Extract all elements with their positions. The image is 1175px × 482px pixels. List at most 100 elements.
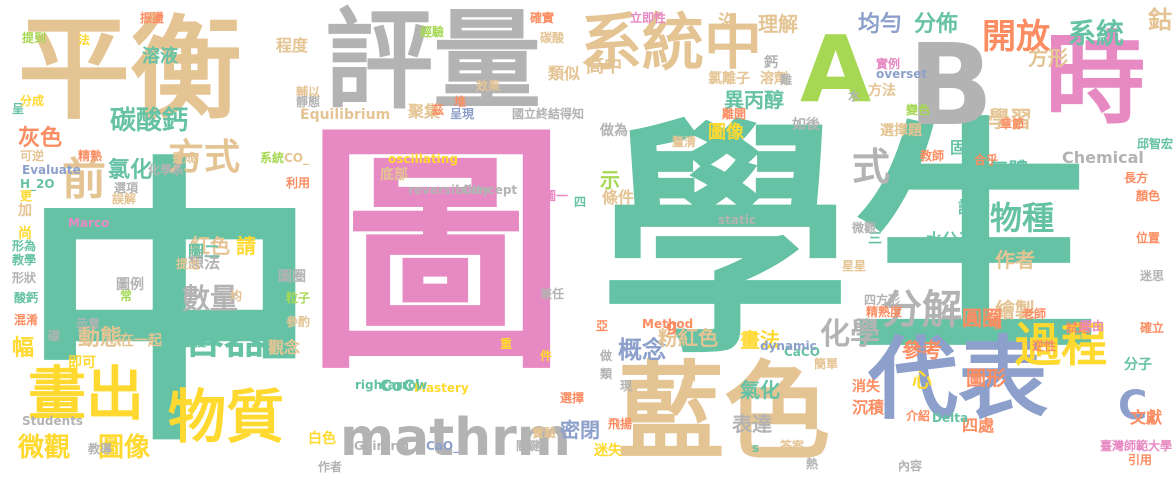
word-cloud-term: 酸鈣 [14,291,39,305]
word-cloud-term: 參考 [902,338,942,362]
word-cloud-term: 微觀 [852,221,877,235]
word-cloud-term: 過程 [1015,318,1107,372]
word-cloud-term: 固體 [950,138,983,157]
word-cloud-term: 即可 [68,355,96,371]
word-cloud-term: 系統 [260,151,285,165]
word-cloud-term: 程度 [276,36,309,55]
word-cloud-term: Mastery [414,381,469,395]
word-cloud-term: 系統 [1068,17,1125,50]
word-cloud-term: 形狀 [12,271,37,285]
word-cloud-term: 分成 [20,94,45,108]
word-cloud-term: 選項 [114,181,139,195]
word-cloud-term: 氯化 [108,158,153,183]
word-cloud-term: 動態 [78,326,123,351]
word-cloud-term: CaCO [784,345,820,359]
word-cloud-term: 繪製 [995,298,1035,322]
word-cloud-term: CO_ [284,151,310,165]
word-cloud-term: 變色 [906,103,931,117]
word-cloud-term: static [718,213,756,227]
word-cloud-term: 常 [120,289,133,303]
word-cloud-term: 提到 [22,31,47,45]
word-cloud-term: 方法 [868,83,896,99]
word-cloud-term: CaO_ [426,439,460,453]
word-cloud-term: 強化 [786,205,811,219]
word-cloud-term: 物質 [168,383,285,451]
word-cloud-term: 熱 [806,457,819,471]
word-cloud-term: 現 [620,379,633,393]
word-cloud-term: C [1118,383,1148,429]
word-cloud-term: 圖一 [544,189,569,203]
word-cloud-term: 化學 [820,317,880,352]
word-cloud-term: 圖二 [188,242,221,261]
word-cloud-term: 介紹 [906,409,931,423]
word-cloud-term: 關鍵 [516,439,541,453]
word-cloud-term: 心 [912,368,932,392]
word-cloud-term: 藍色 [618,351,830,474]
word-cloud-term: 參酌 [286,315,311,329]
word-cloud-term: 方式 [168,137,241,178]
word-cloud-term: Students [22,414,84,428]
word-cloud-term: 前 [62,154,106,205]
word-cloud-term: 異丙醇 [724,88,784,112]
word-cloud-term: Ghirardi [354,439,410,453]
word-cloud-term: 碳酸 [540,31,565,45]
word-cloud-term: 圖像 [98,433,151,463]
word-cloud-term: 實例 [876,57,901,71]
word-cloud-term: 圖像 [708,122,744,143]
word-cloud-term: 學生 [600,97,1100,388]
word-cloud-term: 時 [1045,21,1145,138]
word-cloud-term: oscillating [388,152,458,166]
word-cloud-term: 碳 [48,329,61,343]
word-cloud-term: 精熟度 [866,305,903,319]
word-cloud-term: 溶液 [142,46,178,67]
word-cloud-term: 想法 [188,253,221,272]
word-cloud-term: 提出 [176,257,201,271]
word-cloud-term: 診斷 [958,198,991,217]
word-cloud-term: 開放 [982,17,1050,57]
word-cloud-term: 圓圈 [962,306,1002,330]
word-cloud-term: H_2O [20,177,55,191]
word-cloud-term: 尚 [18,226,32,242]
word-cloud-term: 邱智宏 [1137,137,1174,151]
word-cloud-term: 四 [574,195,587,209]
word-cloud-term: 選擇 [560,391,585,405]
word-cloud-term: 密閉 [560,418,600,442]
word-cloud-term: 立即性 [630,11,667,25]
word-cloud-term: 條件 [602,188,635,207]
word-cloud-term: 容器 [182,314,267,363]
word-cloud-term: 位置 [1136,231,1161,245]
word-cloud-term: 水 [848,89,861,103]
word-cloud-term: 呈現 [450,107,475,121]
word-cloud-term: 沒 [718,12,736,33]
word-cloud-term: 畫法 [740,328,780,352]
word-cloud-term: overset [876,67,928,81]
word-cloud-term: 內容 [898,459,923,473]
word-cloud-term: 作者 [995,248,1035,272]
word-cloud-term: Concept [462,183,518,197]
word-cloud-term: 粉紅色 [658,326,718,350]
word-cloud-term: 確實 [530,11,555,25]
word-cloud-term: 底部 [380,167,408,183]
word-cloud-term: 灰色 [18,126,63,151]
word-cloud-term: 系統 [580,6,705,79]
word-cloud-term: 困擾 [182,335,207,349]
word-cloud-term: 實驗 [532,426,557,440]
word-cloud-term: CoCl [380,376,420,395]
word-cloud-term: 難 [780,73,793,87]
word-cloud-term: 圖圈 [278,269,306,285]
word-cloud-term: 示 [600,168,620,192]
word-cloud-term: 四處 [962,416,995,435]
word-cloud-term: 請 [236,234,256,258]
word-cloud-term: 圖形 [966,366,1006,390]
word-cloud-term: s [752,441,760,455]
word-cloud-term: Method [642,317,694,331]
word-cloud-term: 法 [78,33,91,47]
word-cloud-term: 式 [852,145,891,189]
word-cloud-term: 微觀 [18,433,71,463]
word-cloud-term: 學習 [988,108,1033,133]
word-cloud-term: 理由 [1080,319,1105,333]
word-cloud-term: Evaluate [22,163,81,177]
word-cloud-term: 利用 [286,176,311,190]
word-cloud-term: 水分子 [926,230,975,249]
word-cloud-term: 示意 [76,317,101,331]
